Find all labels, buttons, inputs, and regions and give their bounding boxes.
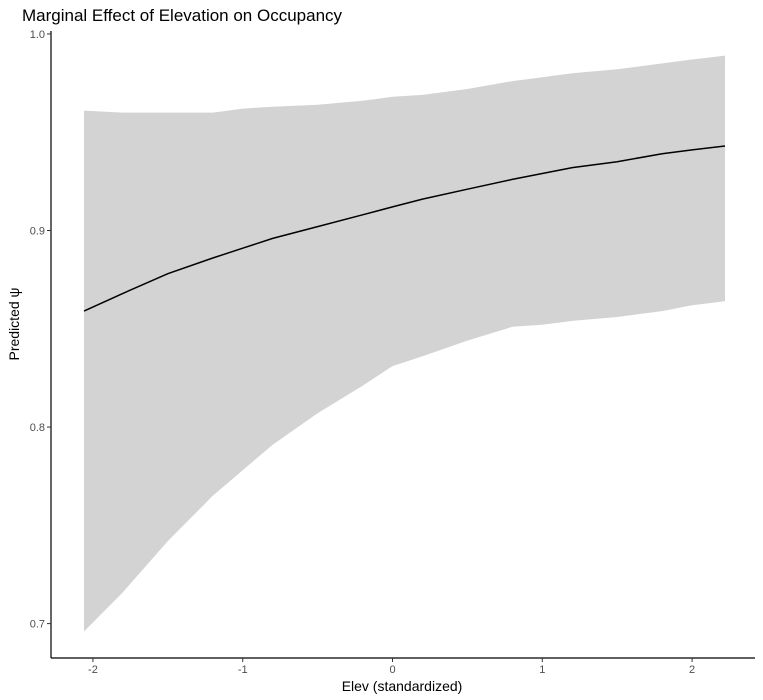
ticks-layer: -2 -1 0 1 2 0.7 0.8 0.9 1.0 bbox=[30, 29, 695, 676]
x-tick-label: -1 bbox=[238, 664, 248, 676]
prediction-line bbox=[83, 145, 726, 312]
axes-layer bbox=[50, 31, 755, 659]
x-tick-label: -2 bbox=[88, 664, 98, 676]
x-tick-label: 1 bbox=[539, 664, 545, 676]
y-tick-label: 0.8 bbox=[30, 422, 45, 434]
chart-title: Marginal Effect of Elevation on Occupanc… bbox=[22, 6, 343, 25]
x-tick-label: 0 bbox=[389, 664, 395, 676]
line-layer bbox=[83, 145, 726, 312]
ribbon-layer bbox=[84, 55, 725, 632]
y-axis-title: Predicted ψ bbox=[6, 287, 22, 360]
y-tick-label: 0.9 bbox=[30, 226, 45, 238]
y-tick-label: 1.0 bbox=[30, 29, 45, 41]
y-tick-label: 0.7 bbox=[30, 619, 45, 631]
x-tick-label: 2 bbox=[689, 664, 695, 676]
x-axis-title: Elev (standardized) bbox=[342, 678, 463, 694]
confidence-ribbon bbox=[84, 55, 725, 632]
